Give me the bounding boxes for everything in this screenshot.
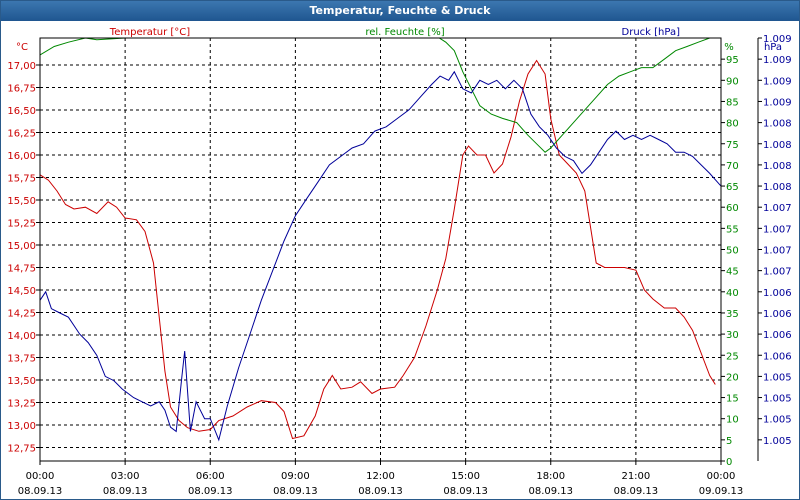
x-tick-date: 09.09.13 bbox=[699, 486, 744, 497]
temperature-tick-label: 16,50 bbox=[7, 106, 36, 117]
pressure-axis-title: Druck [hPa] bbox=[622, 27, 681, 38]
temperature-tick-label: 16,25 bbox=[7, 129, 36, 140]
humidity-tick-label: 25 bbox=[726, 351, 739, 362]
humidity-tick-label: 70 bbox=[726, 161, 739, 172]
temperature-tick-label: 17,00 bbox=[7, 61, 36, 72]
x-tick-date: 08.09.13 bbox=[358, 486, 403, 497]
x-tick-date: 08.09.13 bbox=[528, 486, 573, 497]
humidity-axis-title: rel. Feuchte [%] bbox=[365, 27, 444, 38]
temperature-tick-label: 12,75 bbox=[7, 444, 36, 455]
pressure-tick-label: 1.005 bbox=[763, 415, 792, 426]
chart-title: Temperatur, Feuchte & Druck bbox=[1, 1, 799, 21]
x-tick-label: 00:00 bbox=[26, 471, 55, 482]
pressure-tick-label: 1.006 bbox=[763, 309, 792, 320]
pressure-tick-label: 1.008 bbox=[763, 119, 792, 130]
pressure-tick-label: 1.007 bbox=[763, 203, 792, 214]
temperature-tick-label: 16,75 bbox=[7, 84, 36, 95]
x-tick-label: 21:00 bbox=[621, 471, 650, 482]
series-line-pressure bbox=[40, 70, 721, 442]
humidity-tick-label: 75 bbox=[726, 140, 739, 151]
pressure-tick-label: 1.005 bbox=[763, 394, 792, 405]
pressure-tick-label: 1.007 bbox=[763, 267, 792, 278]
x-tick-date: 08.09.13 bbox=[443, 486, 488, 497]
temperature-tick-label: 15,25 bbox=[7, 219, 36, 230]
pressure-tick-label: 1.005 bbox=[763, 372, 792, 383]
temperature-tick-label: 14,75 bbox=[7, 264, 36, 275]
x-tick-date: 08.09.13 bbox=[188, 486, 233, 497]
pressure-tick-label: 1.009 bbox=[763, 55, 792, 66]
pressure-unit: hPa bbox=[764, 42, 782, 53]
series-line-humidity bbox=[40, 38, 712, 153]
pressure-tick-label: 1.006 bbox=[763, 288, 792, 299]
humidity-tick-label: 0 bbox=[726, 457, 732, 468]
pressure-tick-label: 1.008 bbox=[763, 161, 792, 172]
pressure-tick-label: 1.006 bbox=[763, 330, 792, 341]
x-tick-date: 08.09.13 bbox=[614, 486, 659, 497]
temperature-tick-label: 15,50 bbox=[7, 196, 36, 207]
temperature-axis-title: Temperatur [°C] bbox=[109, 27, 190, 38]
humidity-tick-label: 95 bbox=[726, 55, 739, 66]
humidity-tick-label: 60 bbox=[726, 203, 739, 214]
pressure-tick-label: 1.009 bbox=[763, 76, 792, 87]
humidity-tick-label: 55 bbox=[726, 224, 739, 235]
x-tick-label: 12:00 bbox=[366, 471, 395, 482]
temperature-tick-label: 13,75 bbox=[7, 354, 36, 365]
pressure-tick-label: 1.009 bbox=[763, 34, 792, 45]
humidity-tick-label: 15 bbox=[726, 394, 739, 405]
temperature-tick-label: 15,75 bbox=[7, 174, 36, 185]
pressure-tick-label: 1.005 bbox=[763, 436, 792, 447]
humidity-tick-label: 85 bbox=[726, 97, 739, 108]
x-tick-label: 06:00 bbox=[196, 471, 225, 482]
humidity-tick-label: 20 bbox=[726, 372, 739, 383]
humidity-tick-label: 30 bbox=[726, 330, 739, 341]
x-tick-label: 03:00 bbox=[111, 471, 140, 482]
humidity-tick-label: 45 bbox=[726, 267, 739, 278]
temperature-tick-label: 13,50 bbox=[7, 376, 36, 387]
temperature-tick-label: 16,00 bbox=[7, 151, 36, 162]
temperature-tick-label: 13,00 bbox=[7, 421, 36, 432]
temperature-tick-label: 14,50 bbox=[7, 286, 36, 297]
humidity-tick-label: 65 bbox=[726, 182, 739, 193]
x-tick-label: 09:00 bbox=[281, 471, 310, 482]
plot-frame bbox=[36, 37, 762, 465]
humidity-unit: % bbox=[724, 42, 734, 53]
x-tick-label: 18:00 bbox=[536, 471, 565, 482]
humidity-tick-label: 5 bbox=[726, 436, 732, 447]
humidity-tick-label: 10 bbox=[726, 415, 739, 426]
x-tick-date: 08.09.13 bbox=[273, 486, 318, 497]
plot-border bbox=[39, 37, 722, 462]
temperature-tick-label: 14,25 bbox=[7, 309, 36, 320]
pressure-tick-label: 1.007 bbox=[763, 224, 792, 235]
temperature-tick-label: 13,25 bbox=[7, 399, 36, 410]
series-layer bbox=[40, 38, 721, 442]
temperature-tick-label: 15,00 bbox=[7, 241, 36, 252]
humidity-tick-label: 80 bbox=[726, 119, 739, 130]
humidity-tick-label: 50 bbox=[726, 246, 739, 257]
series-line-temperature bbox=[40, 59, 716, 440]
grid-lines bbox=[40, 38, 721, 461]
pressure-tick-label: 1.006 bbox=[763, 351, 792, 362]
pressure-tick-label: 1.007 bbox=[763, 246, 792, 257]
temperature-unit: °C bbox=[16, 42, 28, 53]
pressure-tick-label: 1.009 bbox=[763, 97, 792, 108]
humidity-tick-label: 35 bbox=[726, 309, 739, 320]
humidity-tick-label: 40 bbox=[726, 288, 739, 299]
humidity-tick-label: 90 bbox=[726, 76, 739, 87]
x-tick-date: 08.09.13 bbox=[18, 486, 63, 497]
axis-labels: 00:00 08.09.13 03:00 08.09.13 06:00 08.09.13 0… bbox=[7, 27, 791, 497]
pressure-tick-label: 1.008 bbox=[763, 140, 792, 151]
pressure-tick-label: 1.008 bbox=[763, 182, 792, 193]
x-tick-label: 15:00 bbox=[451, 471, 480, 482]
x-tick-date: 08.09.13 bbox=[103, 486, 148, 497]
temperature-tick-label: 14,00 bbox=[7, 331, 36, 342]
x-tick-label: 00:00 bbox=[707, 471, 736, 482]
